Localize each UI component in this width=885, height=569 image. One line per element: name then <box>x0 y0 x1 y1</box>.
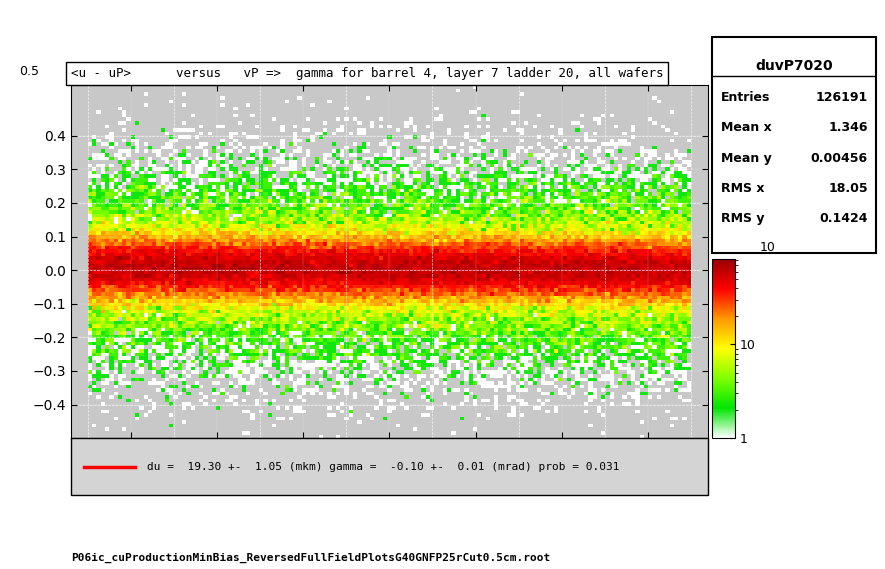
Text: Entries: Entries <box>720 91 770 104</box>
Text: Mean y: Mean y <box>720 151 772 164</box>
Text: 1.346: 1.346 <box>828 121 868 134</box>
Text: duvP7020: duvP7020 <box>756 59 833 73</box>
Text: Mean x: Mean x <box>720 121 772 134</box>
Text: P06ic_cuProductionMinBias_ReversedFullFieldPlotsG40GNFP25rCut0.5cm.root: P06ic_cuProductionMinBias_ReversedFullFi… <box>71 553 550 563</box>
Text: RMS y: RMS y <box>720 212 764 225</box>
Text: 18.05: 18.05 <box>828 182 868 195</box>
Text: <u - uP>      versus   vP =>  gamma for barrel 4, layer 7 ladder 20, all wafers: <u - uP> versus vP => gamma for barrel 4… <box>71 67 663 80</box>
Text: 126191: 126191 <box>816 91 868 104</box>
Text: 0.00456: 0.00456 <box>811 151 868 164</box>
Text: du =  19.30 +-  1.05 (mkm) gamma =  -0.10 +-  0.01 (mrad) prob = 0.031: du = 19.30 +- 1.05 (mkm) gamma = -0.10 +… <box>147 461 619 472</box>
Text: RMS x: RMS x <box>720 182 764 195</box>
Text: 0.5: 0.5 <box>19 65 39 79</box>
Text: 10: 10 <box>760 241 775 254</box>
Text: 0.1424: 0.1424 <box>820 212 868 225</box>
